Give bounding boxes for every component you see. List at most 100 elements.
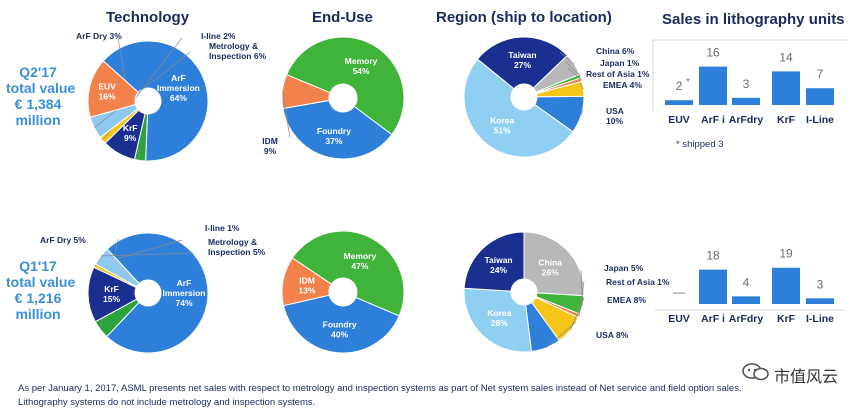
bar-arf-i bbox=[699, 269, 727, 304]
category-label-krf: KrF bbox=[777, 114, 796, 126]
leader-line-emea bbox=[579, 82, 584, 90]
value-label-arfdry: 4 bbox=[743, 275, 750, 289]
leader-line-usa bbox=[545, 321, 577, 349]
leader-line-china bbox=[559, 51, 575, 65]
slice-label-usa: USA 8% bbox=[596, 330, 629, 340]
slice-label-rest-of-asia: Rest of Asia 1% bbox=[606, 277, 670, 287]
slice-label-metrology-inspection: Metrology & Inspection 5% bbox=[208, 237, 266, 257]
pie-slice-idm bbox=[281, 74, 331, 110]
bar-i-line bbox=[806, 88, 834, 105]
bar-arfdry bbox=[732, 296, 760, 304]
end-use-header: End-Use bbox=[312, 9, 373, 26]
pie-slice-korea bbox=[463, 287, 533, 353]
slice-label-foundry: Foundry 40% bbox=[323, 320, 357, 340]
sales-units-header: Sales in lithography units bbox=[662, 11, 845, 28]
slice-label-japan: Japan 1% bbox=[600, 58, 640, 68]
leader-line-metrology-inspection bbox=[100, 252, 194, 257]
slice-label-china: China 6% bbox=[596, 46, 635, 56]
leader-line-metrology-inspection bbox=[94, 51, 191, 129]
slice-label-china: China 26% bbox=[538, 257, 562, 277]
pie-slice-taiwan bbox=[463, 231, 525, 292]
value-label-i-line: 3 bbox=[817, 277, 824, 291]
q1-total-label: total value bbox=[6, 274, 76, 290]
q1-value: € 1,216 bbox=[14, 290, 62, 306]
value-label-krf: 14 bbox=[779, 50, 793, 64]
pie-slice-memory bbox=[285, 36, 405, 136]
slice-label-euv: EUV 16% bbox=[98, 81, 116, 101]
slice-label-idm: IDM 9% bbox=[262, 136, 278, 156]
technology-header: Technology bbox=[106, 9, 190, 26]
slice-label-arf-dry: ArF Dry 3% bbox=[76, 31, 122, 41]
value-label-i-line: 7 bbox=[817, 67, 824, 81]
slice-label-foundry: Foundry 37% bbox=[317, 126, 351, 146]
slice-label-emea: EMEA 4% bbox=[603, 80, 642, 90]
q2-total-value: Q2'17 total value € 1,384 million bbox=[6, 64, 76, 128]
pie-slice-memory bbox=[291, 230, 405, 317]
annotation-marker: * bbox=[686, 77, 690, 88]
watermark-text: 市值风云 bbox=[774, 369, 839, 386]
bar-krf bbox=[772, 71, 800, 105]
pie-slice-arf-immersion bbox=[102, 40, 209, 162]
slice-label-krf: KrF 15% bbox=[103, 284, 120, 304]
q2-total-label: total value bbox=[6, 80, 76, 96]
slice-label-metrology-inspection: Metrology & Inspection 6% bbox=[209, 41, 267, 61]
pie-slice-foundry bbox=[282, 99, 393, 160]
slice-label-arf-dry: ArF Dry 5% bbox=[40, 235, 86, 245]
category-label-euv: EUV bbox=[668, 313, 690, 325]
leader-line-japan bbox=[580, 269, 583, 306]
slice-label-arf-immersion: ArF Immersion 74% bbox=[162, 278, 205, 308]
region-q2-17-pie: Taiwan 27% China 6% Japan 1%Rest of Asia 1%… bbox=[463, 36, 650, 158]
sales-units-q2-17-bars: 2 * EUV 16 ArF i 3 ArFdry 14 KrF 7 I-Line bbox=[652, 39, 848, 126]
leader-line-rest-of-asia bbox=[578, 280, 585, 316]
slice-label-japan: Japan 5% bbox=[604, 263, 644, 273]
slice-label-i-line: I-line 2% bbox=[201, 31, 236, 41]
value-label-arf-i: 16 bbox=[706, 46, 720, 60]
category-label-krf: KrF bbox=[777, 313, 796, 325]
category-label-euv: EUV bbox=[668, 114, 690, 126]
pie-slice-idm bbox=[281, 257, 333, 307]
end-use-q1-17-pie: Memory 47% Foundry 40% IDM 13% bbox=[281, 230, 405, 354]
shipped-note: * shipped 3 bbox=[676, 139, 724, 150]
category-label-arf-i: ArF i bbox=[701, 313, 725, 325]
category-label-arf-i: ArF i bbox=[701, 114, 725, 126]
q2-label: Q2'17 bbox=[19, 64, 57, 80]
pie-slice-arf-immersion bbox=[106, 232, 209, 354]
category-label-arfdry: ArFdry bbox=[729, 114, 764, 126]
pie-slice-euv bbox=[87, 60, 140, 118]
end-use-q2-17-pie: Memory 54% Foundry 37% IDM 9% bbox=[262, 36, 405, 160]
leader-line-usa bbox=[580, 109, 584, 116]
chat-logo-icon bbox=[742, 362, 770, 382]
technology-q2-17-pie: ArF Immersion 64% ArF Dry 3% KrF 9% I-line 2%M… bbox=[76, 31, 267, 162]
leader-line-japan bbox=[565, 61, 581, 77]
pie-slice-taiwan bbox=[476, 36, 569, 90]
sales-units-q1-17-bars: — EUV 18 ArF i 4 ArFdry 19 KrF 3 I-Line bbox=[655, 247, 845, 325]
slice-label-taiwan: Taiwan 24% bbox=[484, 255, 512, 275]
q2-unit: million bbox=[15, 112, 61, 128]
slice-label-memory: Memory 54% bbox=[345, 56, 378, 76]
region-q1-17-pie: China 26% Japan 5% Rest of Asia 1% EMEA 8% US… bbox=[463, 231, 670, 353]
footnote-line-2: Lithography systems do not include metro… bbox=[18, 397, 316, 408]
slice-label-korea: Korea 28% bbox=[487, 308, 511, 328]
q2-value: € 1,384 bbox=[14, 96, 62, 112]
slice-label-memory: Memory 47% bbox=[344, 251, 377, 271]
pie-slice-foundry bbox=[282, 294, 400, 354]
technology-q1-17-pie: ArF Immersion 74% ArF Dry 5% KrF 15% I-line 1%… bbox=[40, 223, 266, 354]
footnote-line-1: As per January 1, 2017, ASML presents ne… bbox=[18, 383, 742, 394]
category-label-arfdry: ArFdry bbox=[729, 313, 764, 325]
pie-slice-metrology-inspection bbox=[94, 248, 140, 288]
q1-label: Q1'17 bbox=[19, 258, 57, 274]
leader-line-rest-of-asia bbox=[567, 67, 582, 80]
category-label-i-line: I-Line bbox=[806, 114, 834, 126]
slice-label-taiwan: Taiwan 27% bbox=[508, 50, 536, 70]
q1-unit: million bbox=[15, 306, 61, 322]
value-label-euv: 2 bbox=[676, 79, 683, 93]
bar-arfdry bbox=[732, 97, 760, 105]
slice-label-rest-of-asia: Rest of Asia 1% bbox=[586, 69, 650, 79]
region-header: Region (ship to location) bbox=[436, 9, 612, 26]
slice-label-usa: USA 10% bbox=[606, 106, 624, 126]
value-label-arfdry: 3 bbox=[743, 77, 750, 91]
bar-arf-i bbox=[699, 66, 727, 105]
value-label-krf: 19 bbox=[779, 247, 793, 261]
pie-slice-korea bbox=[463, 58, 574, 158]
